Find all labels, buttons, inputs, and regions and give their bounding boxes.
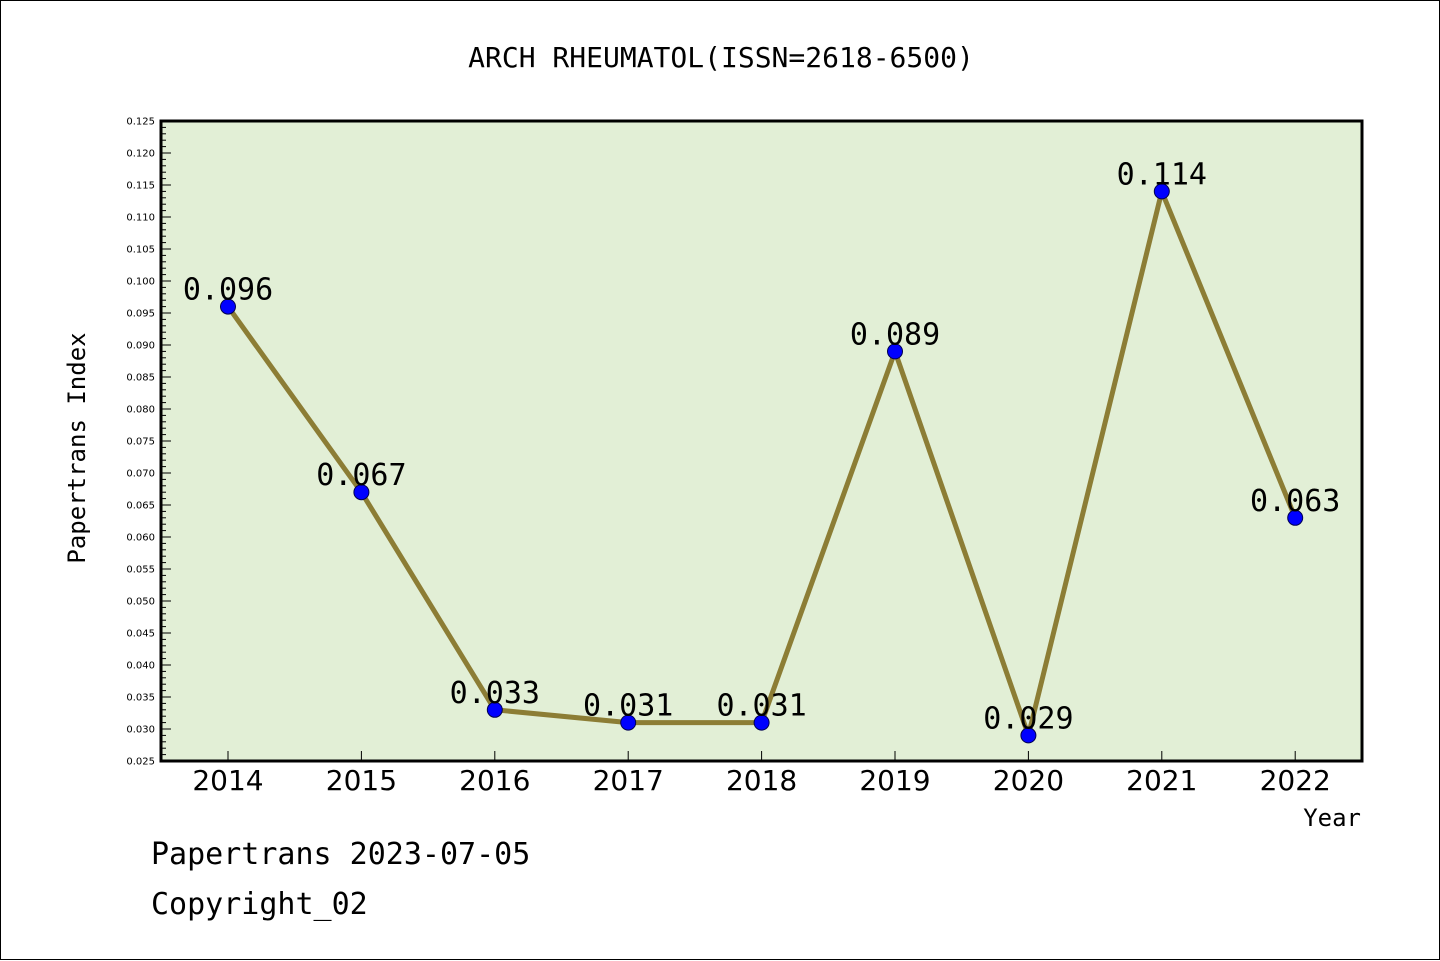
data-point [353, 484, 370, 501]
x-tick-label: 2017 [593, 764, 664, 797]
y-tick-label: 0.075 [126, 437, 155, 448]
y-tick-label: 0.105 [126, 245, 155, 256]
y-axis-label: Papertrans Index [63, 332, 91, 563]
y-tick-label: 0.100 [126, 277, 155, 288]
x-tick-label: 2022 [1260, 764, 1331, 797]
data-label: 0.089 [850, 317, 940, 352]
data-point [887, 343, 903, 360]
y-tick-label: 0.025 [126, 757, 155, 768]
x-tick-label: 2019 [859, 764, 930, 797]
data-label: 0.067 [316, 458, 406, 493]
y-tick-label: 0.035 [126, 693, 155, 704]
x-tick-label: 2015 [326, 764, 397, 797]
y-tick-label: 0.030 [126, 725, 155, 736]
y-tick-label: 0.065 [126, 501, 155, 512]
x-axis: 2014 2015 2016 2017 2018 2019 2020 2021 2022 [192, 751, 1331, 797]
y-tick-label: 0.095 [126, 309, 155, 320]
y-tick-label: 0.050 [126, 597, 155, 608]
data-point [1020, 727, 1037, 744]
plot-border [159, 119, 1364, 763]
plot-area [161, 121, 1362, 761]
y-tick-label: 0.115 [126, 181, 155, 192]
y-tick-label: 0.060 [126, 533, 155, 544]
data-point [1153, 183, 1170, 200]
footer-copyright: Copyright_02 [151, 887, 368, 922]
data-point [220, 298, 236, 315]
data-labels: 0.096 0.067 0.033 0.031 0.031 0.089 0.029 0.114… [183, 157, 1341, 736]
y-tick-label: 0.070 [126, 469, 155, 480]
x-tick-label: 2018 [726, 764, 797, 797]
data-point [753, 714, 770, 731]
y-tick-label: 0.045 [126, 629, 155, 640]
data-point [486, 701, 503, 718]
y-tick-label: 0.125 [126, 117, 155, 128]
x-tick-label: 2014 [192, 764, 263, 797]
data-label: 0.096 [183, 273, 273, 308]
data-label: 0.031 [716, 689, 806, 724]
data-label: 0.063 [1250, 484, 1340, 519]
y-tick-label: 0.055 [126, 565, 155, 576]
data-point [1287, 509, 1304, 526]
data-label: 0.031 [583, 689, 673, 724]
data-label: 0.114 [1117, 157, 1207, 192]
data-label: 0.029 [983, 701, 1073, 736]
footer-date: Papertrans 2023-07-05 [151, 837, 530, 872]
y-tick-label: 0.080 [126, 405, 155, 416]
x-tick-label: 2021 [1126, 764, 1197, 797]
chart-title: ARCH RHEUMATOL(ISSN=2618-6500) [468, 41, 974, 74]
data-label: 0.033 [450, 676, 540, 711]
x-tick-label: 2016 [459, 764, 530, 797]
y-tick-label: 0.085 [126, 373, 155, 384]
x-axis-label: Year [1303, 804, 1361, 832]
y-tick-label: 0.120 [126, 149, 155, 160]
data-points [220, 183, 1304, 744]
y-tick-label: 0.110 [126, 213, 155, 224]
x-tick-label: 2020 [993, 764, 1064, 797]
y-tick-label: 0.090 [126, 341, 155, 352]
data-point [620, 714, 637, 731]
y-tick-label: 0.040 [126, 661, 155, 672]
